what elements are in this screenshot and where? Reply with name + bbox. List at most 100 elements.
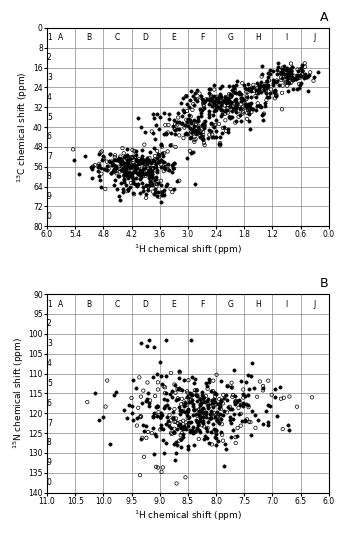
Point (274, 91, 279, 100)
Point (267, 69, 272, 78)
Text: G: G (227, 300, 233, 309)
Point (222, 116, 228, 124)
Point (227, 114, 233, 122)
Point (225, 98, 231, 106)
Text: 5: 5 (47, 113, 52, 122)
Point (143, 170, 149, 178)
Point (189, 149, 194, 158)
Point (96, 162, 101, 171)
Point (189, 391, 195, 399)
Point (237, 401, 243, 410)
Point (265, 81, 271, 90)
Point (160, 187, 165, 196)
Point (187, 146, 193, 155)
Point (294, 85, 300, 93)
Point (295, 74, 301, 83)
Point (216, 140, 222, 149)
Point (111, 164, 117, 173)
Point (178, 435, 183, 444)
Point (158, 198, 164, 206)
Point (177, 419, 183, 428)
Point (201, 404, 206, 412)
Point (264, 96, 269, 104)
Point (141, 426, 147, 435)
Point (152, 159, 157, 167)
Point (184, 154, 190, 162)
Point (138, 155, 144, 163)
Point (167, 419, 172, 428)
Point (272, 89, 278, 97)
Point (144, 154, 149, 162)
Point (267, 402, 273, 411)
Point (195, 126, 201, 135)
Point (185, 445, 191, 453)
Point (151, 424, 156, 433)
Point (184, 425, 189, 433)
Point (133, 162, 138, 170)
Point (244, 415, 250, 423)
Point (206, 439, 212, 447)
Point (188, 395, 193, 404)
Point (233, 89, 238, 98)
Point (243, 84, 248, 92)
Point (120, 188, 125, 197)
Point (127, 164, 133, 172)
Point (137, 170, 143, 179)
Point (201, 101, 206, 109)
Point (102, 185, 108, 193)
Point (246, 85, 252, 93)
Point (104, 161, 110, 170)
Point (258, 103, 263, 111)
Point (265, 376, 271, 385)
Text: 8: 8 (47, 438, 52, 447)
Point (277, 66, 283, 74)
Point (117, 196, 123, 205)
Point (213, 101, 219, 109)
Point (243, 400, 249, 409)
Point (146, 174, 152, 182)
Point (139, 398, 144, 407)
Point (229, 107, 235, 115)
Point (220, 124, 226, 132)
Point (118, 152, 123, 161)
Point (123, 165, 129, 174)
Point (192, 180, 198, 189)
Point (209, 396, 215, 405)
Point (148, 171, 154, 179)
Point (227, 413, 233, 421)
Point (138, 122, 144, 131)
Point (132, 153, 138, 161)
Y-axis label: $^{13}$C chemical shift (ppm): $^{13}$C chemical shift (ppm) (16, 71, 30, 183)
Point (248, 100, 254, 108)
Point (121, 159, 127, 167)
Point (109, 158, 115, 167)
Point (279, 74, 285, 83)
Point (236, 107, 241, 116)
Point (199, 132, 205, 140)
Point (209, 427, 214, 436)
Point (130, 376, 136, 384)
Point (158, 139, 164, 148)
Point (194, 390, 200, 399)
Point (176, 176, 182, 185)
Point (149, 180, 154, 189)
Point (177, 421, 183, 430)
Point (256, 86, 262, 95)
Point (244, 115, 250, 123)
Point (208, 407, 214, 415)
Point (275, 63, 281, 72)
Point (236, 410, 242, 418)
Point (173, 396, 178, 405)
Point (204, 95, 210, 103)
Text: 0: 0 (47, 478, 52, 487)
Point (221, 123, 227, 131)
Point (191, 423, 196, 431)
Point (240, 109, 245, 118)
Point (244, 88, 249, 96)
Point (172, 130, 178, 138)
Point (151, 114, 156, 122)
Point (164, 420, 169, 428)
Point (226, 82, 232, 90)
Point (218, 412, 224, 420)
Point (143, 193, 149, 202)
